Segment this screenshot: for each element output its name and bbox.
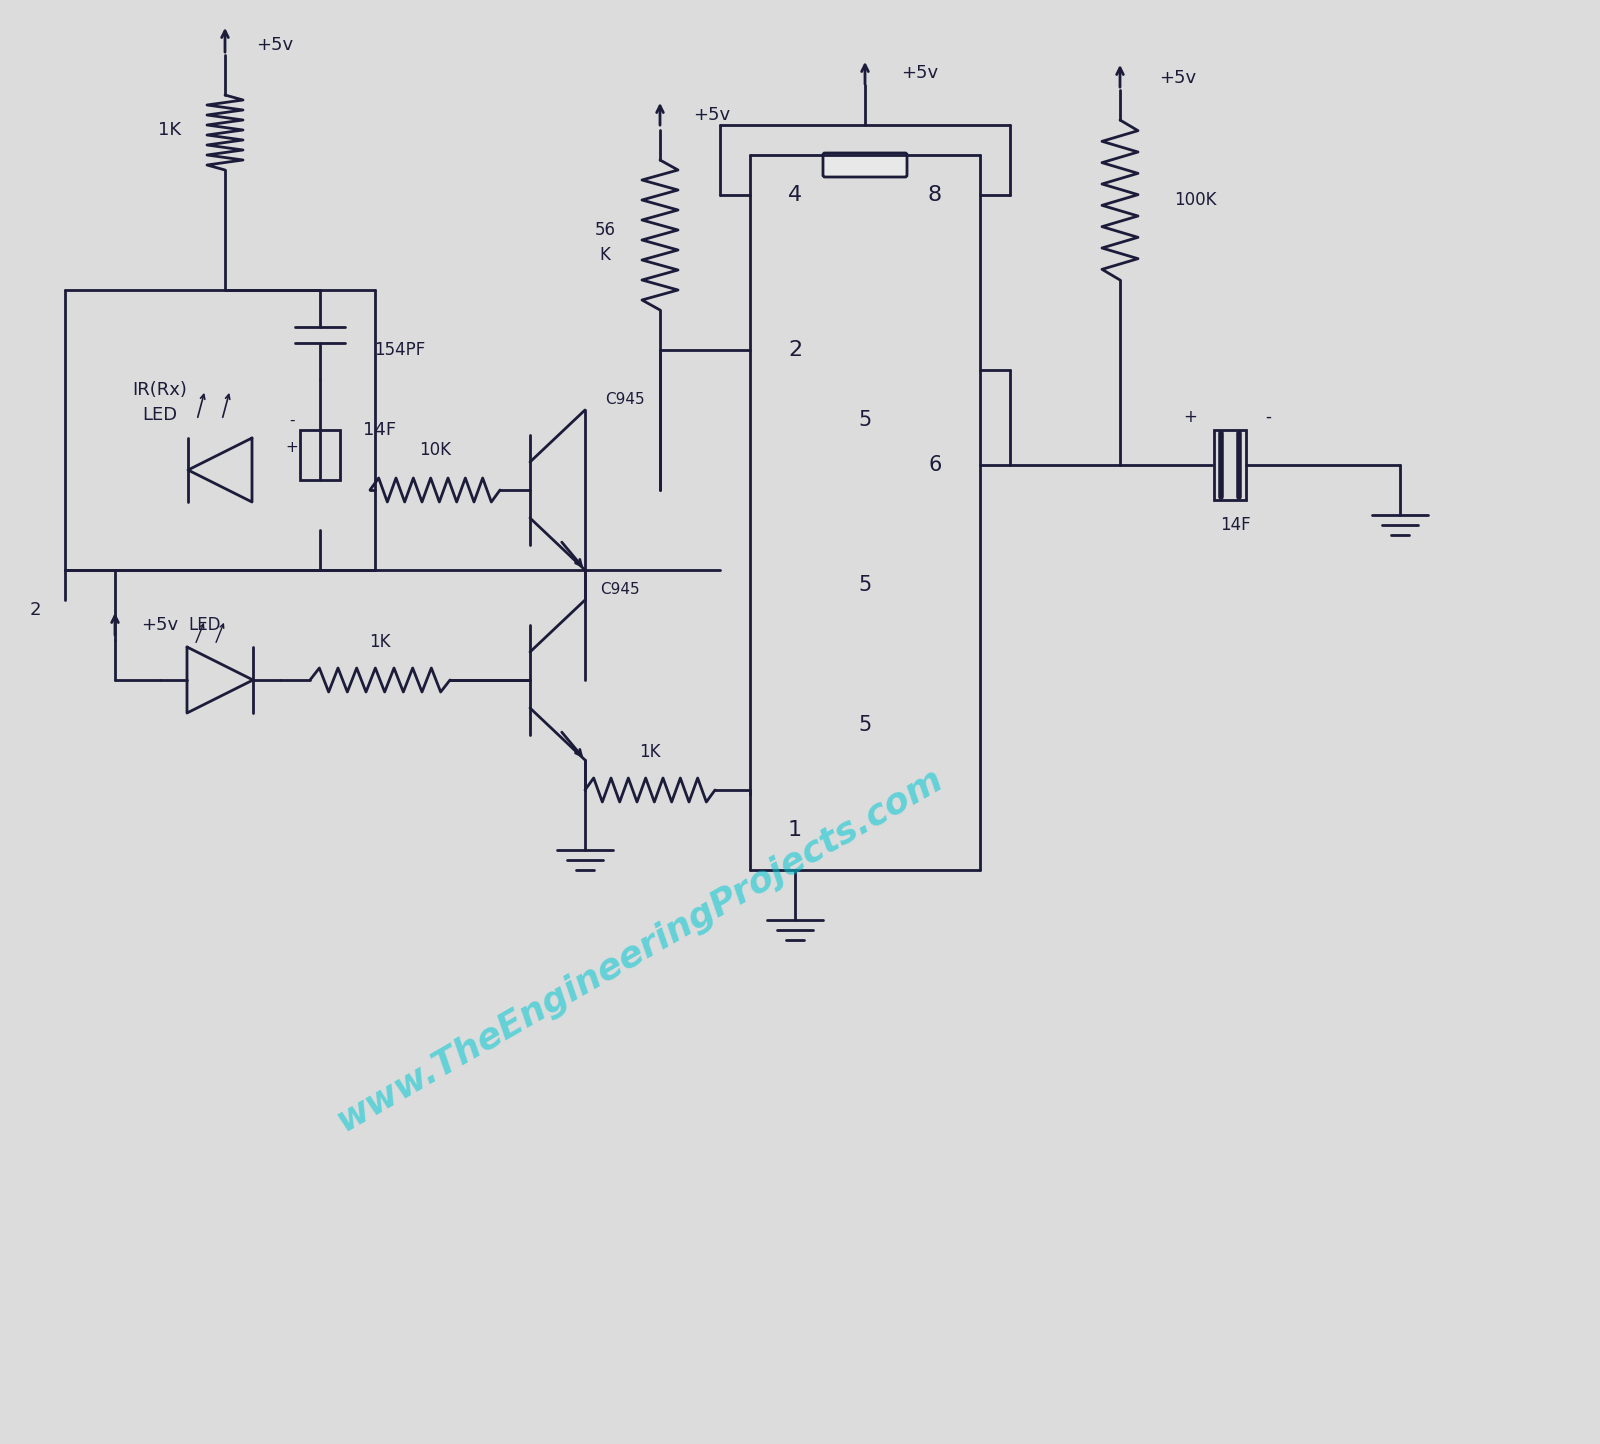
Text: 8: 8 <box>928 185 942 205</box>
Text: +: + <box>286 440 298 455</box>
Text: +: + <box>1182 409 1197 426</box>
Text: www.TheEngineeringProjects.com: www.TheEngineeringProjects.com <box>331 761 949 1138</box>
Text: 1K: 1K <box>640 744 661 761</box>
Text: -: - <box>290 413 294 427</box>
Text: 1K: 1K <box>370 632 390 651</box>
Text: +5v: +5v <box>1160 69 1197 87</box>
Text: +5v: +5v <box>141 617 179 634</box>
Text: 1: 1 <box>787 820 802 840</box>
Text: -: - <box>1266 409 1270 426</box>
Text: IR(Rx): IR(Rx) <box>133 381 187 399</box>
Text: 14F: 14F <box>1219 516 1250 534</box>
Text: 10K: 10K <box>419 440 451 459</box>
Text: LED: LED <box>142 406 178 425</box>
Text: 14F: 14F <box>363 422 397 439</box>
Text: 154PF: 154PF <box>374 341 426 360</box>
Text: C945: C945 <box>600 582 640 598</box>
Text: 6: 6 <box>928 455 942 475</box>
Text: 5: 5 <box>858 715 872 735</box>
Text: C945: C945 <box>605 393 645 407</box>
Text: +5v: +5v <box>901 64 939 82</box>
Text: 5: 5 <box>858 575 872 595</box>
Text: +5v: +5v <box>693 105 731 124</box>
Text: +5v: +5v <box>256 36 293 53</box>
FancyBboxPatch shape <box>822 153 907 178</box>
Text: 56: 56 <box>595 221 616 240</box>
Bar <box>301 430 339 479</box>
Bar <box>1214 430 1246 500</box>
Text: K: K <box>600 245 611 264</box>
Text: 2: 2 <box>787 339 802 360</box>
Text: 4: 4 <box>787 185 802 205</box>
Text: 2: 2 <box>29 601 40 619</box>
Text: 1K: 1K <box>158 121 181 139</box>
Text: LED: LED <box>189 617 221 634</box>
Text: 100K: 100K <box>1174 191 1216 209</box>
Text: 5: 5 <box>858 410 872 430</box>
